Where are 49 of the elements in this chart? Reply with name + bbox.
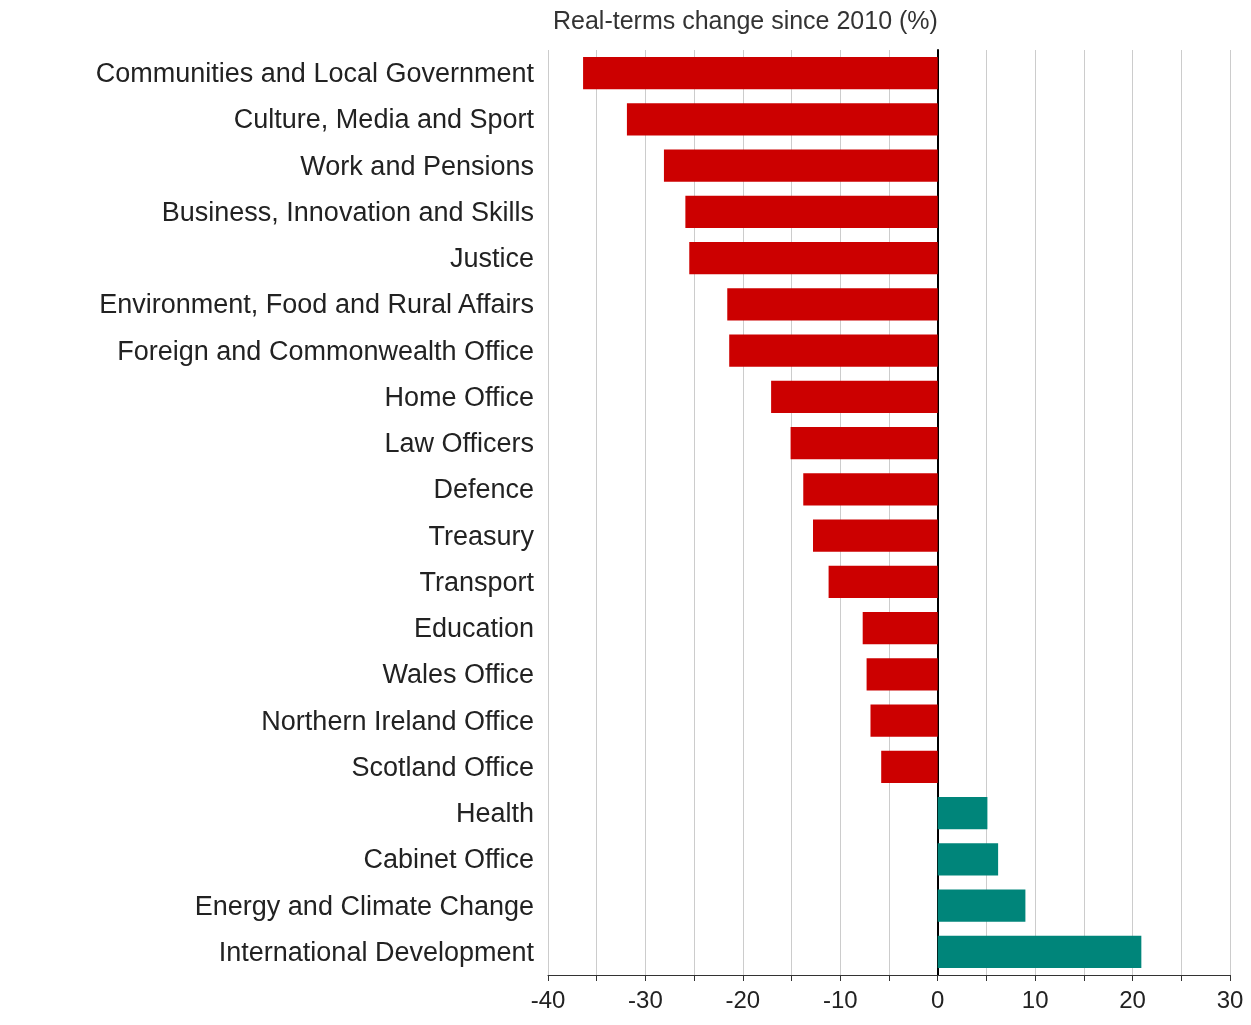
bar: [771, 380, 938, 414]
y-tick-label: Work and Pensions: [300, 150, 534, 181]
y-tick-label: Northern Ireland Office: [261, 705, 534, 736]
y-tick-label: Home Office: [384, 381, 534, 412]
bar: [828, 565, 938, 599]
bar: [881, 750, 938, 784]
bar: [729, 334, 938, 367]
bar: [937, 843, 999, 876]
x-tick-label: -10: [822, 985, 858, 1013]
y-tick-label: Cabinet Office: [363, 844, 534, 875]
x-tick-label: -20: [725, 985, 761, 1013]
bar: [689, 241, 938, 275]
bar: [937, 889, 1026, 922]
bar: [727, 288, 938, 321]
bar: [790, 426, 938, 460]
y-tick-label: Health: [455, 798, 534, 829]
y-tick-label: Justice: [449, 243, 534, 274]
x-tick-label: -40: [530, 985, 566, 1013]
chart-title: Real-terms change since 2010 (%): [553, 5, 938, 34]
y-tick-label: Defence: [433, 474, 534, 505]
y-tick-label: Foreign and Commonwealth Office: [117, 335, 534, 366]
y-tick-label: Energy and Climate Change: [194, 890, 534, 921]
y-tick-label: Scotland Office: [351, 751, 534, 782]
y-tick-label: Transport: [419, 566, 535, 597]
bar: [866, 658, 938, 691]
y-tick-label: International Development: [218, 936, 535, 967]
bar: [937, 935, 1142, 969]
y-tick-label: Treasury: [428, 520, 535, 551]
y-tick-label: Communities and Local Government: [95, 58, 535, 89]
y-tick-label: Education: [413, 613, 534, 644]
bar: [626, 103, 938, 136]
bar: [870, 704, 938, 737]
bar: [685, 195, 938, 229]
bar: [663, 149, 938, 182]
bar: [862, 611, 938, 645]
bar: [803, 473, 938, 506]
bar: [937, 796, 988, 830]
y-tick-label: Environment, Food and Rural Affairs: [99, 289, 534, 320]
y-tick-label: Wales Office: [382, 659, 534, 690]
x-tick-label: 10: [1021, 985, 1049, 1013]
bar: [813, 519, 938, 552]
y-tick-label: Law Officers: [384, 428, 534, 459]
x-tick-label: -30: [628, 985, 663, 1013]
y-tick-label: Business, Innovation and Skills: [161, 196, 534, 227]
x-tick-label: 20: [1119, 985, 1146, 1013]
x-tick-label: 0: [931, 985, 945, 1013]
y-tick-label: Culture, Media and Sport: [233, 104, 535, 135]
bar: [583, 56, 938, 90]
x-tick-label: 30: [1216, 985, 1244, 1013]
